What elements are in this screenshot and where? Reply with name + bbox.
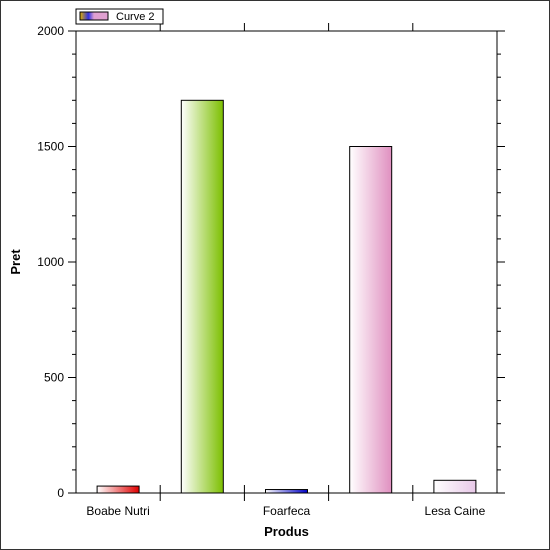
bar (180, 99, 224, 494)
bar (433, 479, 477, 494)
y-axis: 0 500 1000 1500 2000 (37, 24, 505, 500)
y-axis-title: Pret (8, 249, 23, 275)
x-axis: Boabe Nutri Foarfeca Lesa Caine (86, 23, 486, 518)
plot-area (75, 30, 498, 494)
y-tick-label: 1500 (37, 140, 64, 154)
x-axis-title: Produs (264, 524, 309, 539)
y-tick-label: 1000 (37, 255, 64, 269)
legend: Curve 2 (75, 8, 164, 25)
legend-entry-label: Curve 2 (116, 11, 155, 23)
legend-swatch (79, 11, 109, 21)
bar (265, 489, 308, 494)
bar (96, 485, 140, 494)
bar-series (96, 99, 477, 494)
bar (349, 146, 393, 494)
y-tick-label: 0 (57, 486, 64, 500)
y-tick-label: 500 (44, 371, 64, 385)
x-tick-label: Boabe Nutri (86, 504, 149, 518)
x-tick-label: Lesa Caine (425, 504, 486, 518)
x-tick-label: Foarfeca (263, 504, 311, 518)
y-tick-label: 2000 (37, 24, 64, 38)
